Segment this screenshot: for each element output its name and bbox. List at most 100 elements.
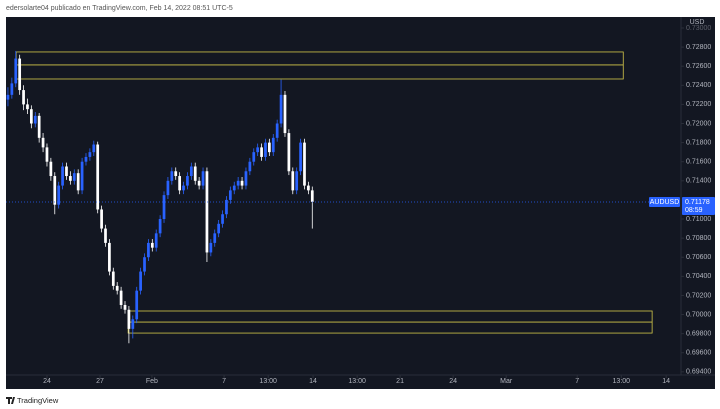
candle-body: [217, 223, 221, 234]
candle-body: [189, 166, 193, 177]
candle-body: [256, 147, 260, 153]
y-tick-label: 0.69600: [686, 350, 711, 357]
candle-body: [201, 171, 205, 186]
symbol-tag: [649, 197, 680, 208]
footer-logo: TradingView: [6, 396, 59, 405]
candle-body: [240, 180, 244, 186]
x-tick-label: 13:00: [613, 378, 631, 385]
candle-body: [186, 176, 189, 186]
candle-body: [92, 144, 96, 153]
candle-body: [127, 309, 131, 329]
candle-body: [100, 209, 103, 229]
y-tick-label: 0.72200: [686, 101, 711, 108]
candle-body: [65, 166, 68, 177]
y-tick-label: 0.72400: [686, 82, 711, 89]
candle-body: [88, 152, 92, 157]
axis-unit: USD: [690, 19, 705, 26]
candle-body: [69, 176, 72, 181]
candle-body: [26, 104, 29, 110]
x-tick-label: Feb: [146, 378, 158, 385]
x-tick-label: 21: [396, 378, 404, 385]
candle-body: [49, 161, 53, 177]
candle-body: [209, 242, 213, 253]
logo-mark: [6, 397, 15, 404]
y-tick-label: 0.71600: [686, 159, 711, 166]
candle-body: [158, 219, 162, 234]
candle-body: [6, 94, 10, 100]
y-tick-label: 0.71800: [686, 139, 711, 146]
candle-body: [119, 290, 123, 305]
candle-body: [115, 285, 119, 291]
y-tick-label: 0.70600: [686, 254, 711, 261]
y-tick-label: 0.70000: [686, 311, 711, 318]
y-tick-label: 0.69800: [686, 330, 711, 337]
candle-body: [252, 152, 256, 162]
candle-body: [248, 161, 252, 172]
candle-body: [283, 94, 287, 134]
candle-body: [123, 304, 127, 310]
candle-body: [84, 156, 88, 162]
candle-body: [275, 123, 279, 138]
footer-brand: TradingView: [17, 396, 59, 405]
candle-body: [14, 58, 18, 84]
candle-body: [41, 137, 45, 148]
candle-body: [221, 214, 224, 224]
candle-body: [72, 173, 76, 181]
candle-body: [37, 115, 41, 138]
candle-body: [205, 171, 209, 253]
candle-body: [299, 142, 302, 172]
candle-body: [279, 94, 283, 124]
candle-body: [271, 137, 275, 153]
candle-body: [182, 185, 185, 191]
candle-body: [135, 290, 139, 320]
y-tick-label: 0.71000: [686, 216, 711, 223]
y-tick-label: 0.70400: [686, 273, 711, 280]
y-tick-label: 0.70200: [686, 292, 711, 299]
candle-body: [303, 142, 306, 186]
x-tick-label: Mar: [500, 378, 513, 385]
candle-body: [96, 144, 100, 210]
y-tick-label: 0.69400: [686, 369, 711, 376]
candle-body: [150, 242, 154, 248]
y-tick-label: 0.72600: [686, 63, 711, 70]
candle-body: [53, 176, 57, 205]
candle-body: [295, 171, 299, 191]
candle-body: [291, 171, 295, 191]
candle-body: [143, 257, 146, 272]
candle-body: [225, 199, 228, 215]
y-tick-label: 0.72800: [686, 44, 711, 51]
x-tick-label: 24: [449, 378, 457, 385]
candle-body: [170, 171, 174, 181]
candle-body: [108, 242, 111, 272]
publisher-line: edersolarte04 publicado en TradingView.c…: [6, 5, 233, 12]
candle-body: [104, 228, 107, 243]
x-tick-label: 13:00: [348, 378, 366, 385]
candle-body: [139, 271, 142, 291]
candle-body: [57, 185, 61, 205]
candle-body: [131, 319, 135, 329]
candle-body: [76, 173, 80, 191]
candle-body: [147, 242, 150, 258]
countdown-label: 08:59: [685, 207, 703, 214]
candle-body: [307, 185, 310, 191]
x-tick-label: 14: [309, 378, 317, 385]
price-tag: [682, 197, 715, 216]
candle-body: [178, 176, 181, 191]
candle-body: [45, 147, 49, 162]
candle-body: [18, 58, 22, 91]
candle-body: [228, 190, 232, 200]
candle-body: [193, 166, 197, 181]
x-tick-label: 7: [222, 378, 226, 385]
symbol-label: AUDUSD: [650, 199, 680, 206]
candle-body: [61, 166, 64, 186]
candle-body: [174, 171, 178, 177]
y-tick-label: 0.70800: [686, 235, 711, 242]
candle-body: [268, 142, 271, 153]
x-tick-label: 13:00: [259, 378, 277, 385]
candle-body: [22, 90, 25, 105]
candle-body: [310, 190, 314, 202]
x-tick-label: 7: [575, 378, 579, 385]
y-tick-label: 0.73000: [686, 25, 711, 32]
